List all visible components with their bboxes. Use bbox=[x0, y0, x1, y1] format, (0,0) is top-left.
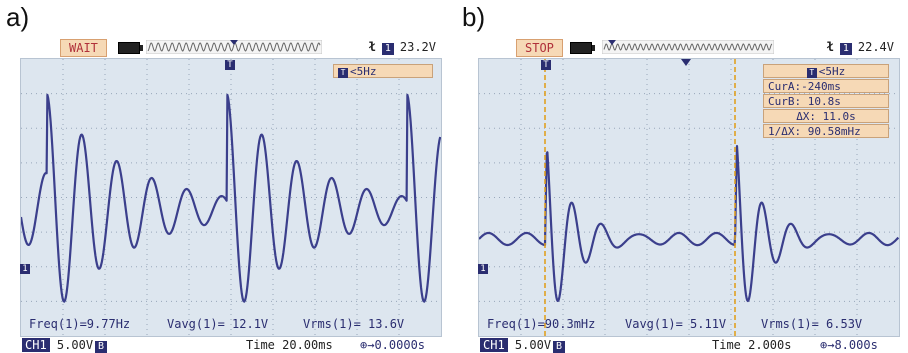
cursor-delta-readout: ΔX: 11.0s bbox=[763, 109, 889, 123]
run-status-badge: STOP bbox=[516, 39, 563, 57]
volts-per-div: 5.00V bbox=[514, 338, 552, 352]
volts-per-div: 5.00V bbox=[56, 338, 94, 352]
time-offset-readout: ⊕→0.0000s bbox=[360, 338, 426, 352]
memory-overview-icon bbox=[602, 40, 774, 54]
channel-label: CH1 bbox=[480, 338, 508, 352]
horizontal-position-marker-icon bbox=[681, 59, 691, 66]
waveform-trace bbox=[479, 145, 899, 303]
frequency-measurement: Freq(1)=9.77Hz bbox=[29, 317, 131, 331]
channel-ground-marker-icon: 1 bbox=[478, 264, 488, 274]
cursor-b-readout: CurB: 10.8s bbox=[763, 94, 889, 108]
trigger-channel-icon: 1 bbox=[839, 43, 852, 55]
trigger-marker-icon: T bbox=[541, 60, 551, 70]
status-bar: STOP ł 1 22.4V bbox=[478, 36, 900, 58]
waveform-display bbox=[479, 59, 899, 336]
coupling-icon: B bbox=[95, 341, 108, 353]
trigger-marker-icon: T bbox=[225, 60, 235, 70]
settings-bar: CH1 5.00V B Time 2.000s ⊕→8.000s bbox=[478, 337, 900, 353]
trigger-filter-readout: T <5Hz bbox=[763, 64, 889, 78]
waveform-display bbox=[21, 59, 441, 336]
status-bar: WAIT ł 1 23.2V bbox=[20, 36, 442, 58]
trigger-readout: ł 1 22.4V bbox=[827, 39, 894, 55]
waveform-screen: T 1 T <5Hz CurA:-240ms CurB: 10.8s ΔX: 11… bbox=[478, 58, 900, 337]
channel-scale: CH1 5.00V B bbox=[22, 337, 108, 353]
channel-ground-marker-icon: 1 bbox=[20, 264, 30, 274]
rms-voltage-measurement: Vrms(1)= 13.6V bbox=[303, 317, 405, 331]
timebase-readout: Time 20.00ms bbox=[246, 338, 333, 352]
time-offset-readout: ⊕→8.000s bbox=[820, 338, 878, 352]
trigger-readout: ł 1 23.2V bbox=[369, 39, 436, 55]
battery-icon bbox=[570, 42, 595, 54]
trigger-channel-icon: 1 bbox=[381, 43, 394, 55]
trigger-edge-icon: ł bbox=[368, 40, 376, 54]
panel-b-label: b) bbox=[462, 2, 486, 32]
trigger-level: 23.2V bbox=[399, 40, 436, 54]
trigger-filter-readout: T <5Hz bbox=[333, 64, 433, 78]
time-offset-icon: ⊕→ bbox=[360, 338, 375, 352]
coupling-icon: B bbox=[553, 341, 566, 353]
timebase-readout: Time 2.000s bbox=[712, 338, 792, 352]
cursor-a-readout: CurA:-240ms bbox=[763, 79, 889, 93]
channel-scale: CH1 5.00V B bbox=[480, 337, 566, 353]
waveform-trace bbox=[21, 93, 441, 303]
cursor-inverse-delta-readout: 1/ΔX: 90.58mHz bbox=[763, 124, 889, 138]
run-status-badge: WAIT bbox=[60, 39, 107, 57]
oscilloscope-panel-b: STOP ł 1 22.4V T 1 T <5Hz CurA:-240ms CurB:… bbox=[478, 36, 900, 353]
average-voltage-measurement: Vavg(1)= 12.1V bbox=[167, 317, 269, 331]
trigger-level: 22.4V bbox=[857, 40, 894, 54]
battery-icon bbox=[118, 42, 143, 54]
channel-label: CH1 bbox=[22, 338, 50, 352]
memory-overview-icon bbox=[146, 40, 322, 54]
trigger-edge-icon: ł bbox=[826, 40, 834, 54]
rms-voltage-measurement: Vrms(1)= 6.53V bbox=[761, 317, 863, 331]
panel-a-label: a) bbox=[6, 2, 30, 32]
average-voltage-measurement: Vavg(1)= 5.11V bbox=[625, 317, 727, 331]
waveform-screen: T 1 T <5Hz Freq(1)=9.77Hz Vavg(1)= 12.1V … bbox=[20, 58, 442, 337]
time-offset-icon: ⊕→ bbox=[820, 338, 835, 352]
oscilloscope-panel-a: WAIT ł 1 23.2V T 1 T <5Hz Freq(1)=9.77Hz Va… bbox=[20, 36, 442, 353]
settings-bar: CH1 5.00V B Time 20.00ms ⊕→0.0000s bbox=[20, 337, 442, 353]
frequency-measurement: Freq(1)=90.3mHz bbox=[487, 317, 596, 331]
